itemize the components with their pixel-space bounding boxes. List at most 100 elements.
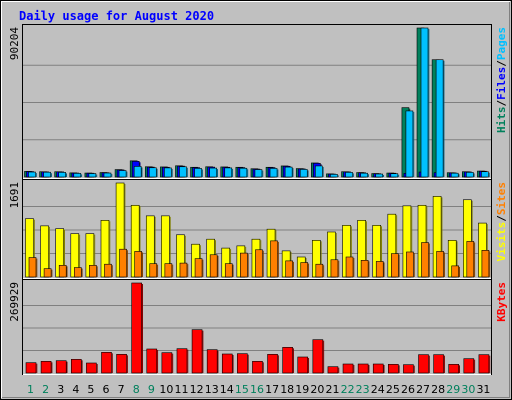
bar-pages-day-13 — [209, 167, 217, 178]
bar-pages-day-28 — [435, 59, 444, 178]
bar-pages-day-20 — [315, 165, 323, 178]
bar-kbytes-day-6 — [101, 352, 112, 374]
bar-sites-day-2 — [43, 268, 52, 278]
x-tick-label-19: 19 — [295, 383, 309, 396]
bar-sites-day-14 — [224, 263, 233, 278]
x-tick-label-7: 7 — [118, 383, 125, 396]
bar-sites-day-31 — [481, 250, 490, 278]
bar-kbytes-day-9 — [146, 348, 158, 374]
bar-kbytes-day-24 — [372, 363, 384, 374]
x-tick-label-31: 31 — [476, 383, 490, 396]
bar-sites-day-10 — [164, 263, 173, 278]
bar-kbytes-day-28 — [433, 354, 444, 374]
bar-sites-day-29 — [451, 265, 460, 278]
bar-pages-day-5 — [88, 173, 97, 178]
panels-layer: 90204Hits/Files/Pages1691Visits/Sites269… — [8, 24, 508, 375]
bar-sites-day-19 — [300, 262, 309, 278]
legend-entry-sites: Sites — [495, 182, 508, 215]
x-tick-label-22: 22 — [341, 383, 355, 396]
bar-pages-day-9 — [148, 167, 157, 178]
bar-kbytes-day-26 — [403, 364, 414, 374]
panel-kbytes: 269929 KBytes — [8, 279, 508, 375]
bar-kbytes-day-15 — [237, 353, 248, 374]
y-max-label: 1691 — [8, 182, 21, 209]
bar-sites-day-8 — [134, 251, 142, 278]
legend-separator: / — [495, 100, 508, 107]
bar-sites-day-11 — [179, 262, 188, 278]
bar-kbytes-day-18 — [282, 347, 293, 374]
x-axis: 1 2 3 4 5 6 7 8 9 10 11 12 13 14 15 16 17 18 19 20 21 22 23 24 2… — [27, 383, 490, 396]
legend-kbytes: KBytes — [495, 282, 508, 322]
bar-sites-day-20 — [315, 263, 324, 278]
panel-visits-sites: 1691 Visits/Sites — [8, 179, 508, 279]
x-tick-label-18: 18 — [280, 383, 294, 396]
bar-kbytes-day-19 — [297, 356, 309, 374]
bar-pages-day-16 — [254, 169, 263, 178]
bar-kbytes-day-12 — [191, 329, 203, 374]
x-tick-label-2: 2 — [42, 383, 49, 396]
bar-pages-day-22 — [345, 172, 353, 178]
bar-sites-day-27 — [421, 242, 429, 278]
bar-sites-day-15 — [240, 252, 248, 278]
x-tick-label-30: 30 — [461, 383, 475, 396]
bar-pages-day-18 — [284, 166, 293, 178]
bar-pages-day-30 — [466, 172, 474, 178]
panel-frame — [22, 279, 492, 375]
legend-visits-sites: Visits/Sites — [495, 182, 508, 262]
x-tick-label-10: 10 — [159, 383, 173, 396]
bar-pages-day-31 — [481, 171, 489, 178]
bar-kbytes-day-23 — [357, 363, 369, 374]
bar-kbytes-day-22 — [342, 363, 354, 374]
bar-kbytes-day-1 — [25, 362, 37, 374]
bar-pages-day-19 — [299, 169, 308, 178]
bar-pages-day-6 — [103, 172, 112, 178]
bar-sites-day-5 — [89, 265, 97, 278]
bar-pages-day-14 — [224, 167, 233, 178]
x-tick-label-24: 24 — [371, 383, 385, 396]
bar-kbytes-day-16 — [252, 361, 263, 374]
bar-sites-day-16 — [255, 249, 263, 278]
legend-hits-files-pages: Hits/Files/Pages — [495, 27, 508, 133]
bar-kbytes-day-17 — [267, 354, 278, 374]
bar-kbytes-day-10 — [161, 352, 173, 374]
x-tick-label-21: 21 — [325, 383, 339, 396]
bar-sites-day-26 — [406, 251, 414, 278]
x-tick-label-26: 26 — [401, 383, 415, 396]
bar-sites-day-30 — [466, 241, 475, 278]
bar-kbytes-day-14 — [221, 353, 233, 374]
bar-kbytes-day-5 — [86, 362, 97, 374]
x-tick-label-4: 4 — [72, 383, 79, 396]
x-tick-label-27: 27 — [416, 383, 430, 396]
x-tick-label-9: 9 — [148, 383, 155, 396]
bar-sites-day-24 — [375, 261, 384, 278]
bar-kbytes-day-29 — [448, 364, 460, 374]
bar-pages-day-3 — [58, 172, 66, 178]
bar-kbytes-day-31 — [478, 354, 490, 374]
x-tick-label-15: 15 — [235, 383, 249, 396]
bar-pages-day-15 — [239, 167, 248, 178]
bar-pages-day-27 — [420, 27, 429, 178]
bar-kbytes-day-2 — [40, 361, 52, 374]
bar-sites-day-1 — [28, 257, 37, 278]
x-tick-label-23: 23 — [356, 383, 370, 396]
bar-sites-day-17 — [270, 240, 278, 278]
bar-kbytes-day-7 — [116, 354, 127, 374]
bar-sites-day-18 — [285, 260, 293, 278]
bar-sites-day-28 — [436, 251, 444, 278]
bar-sites-day-3 — [58, 265, 67, 278]
bar-pages-day-10 — [164, 167, 172, 178]
x-tick-label-17: 17 — [265, 383, 279, 396]
legend-entry-hits: Hits — [495, 107, 508, 134]
bar-sites-day-6 — [104, 263, 112, 278]
x-tick-label-20: 20 — [310, 383, 324, 396]
legend-entry-visits: Visits — [495, 222, 508, 262]
bar-sites-day-4 — [73, 267, 82, 278]
x-tick-label-8: 8 — [133, 383, 140, 396]
bar-pages-day-11 — [179, 166, 187, 178]
x-tick-label-1: 1 — [27, 383, 34, 396]
y-max-label: 269929 — [8, 282, 21, 322]
x-tick-label-16: 16 — [250, 383, 264, 396]
bar-pages-day-29 — [450, 172, 459, 178]
bar-kbytes-day-21 — [327, 366, 339, 374]
